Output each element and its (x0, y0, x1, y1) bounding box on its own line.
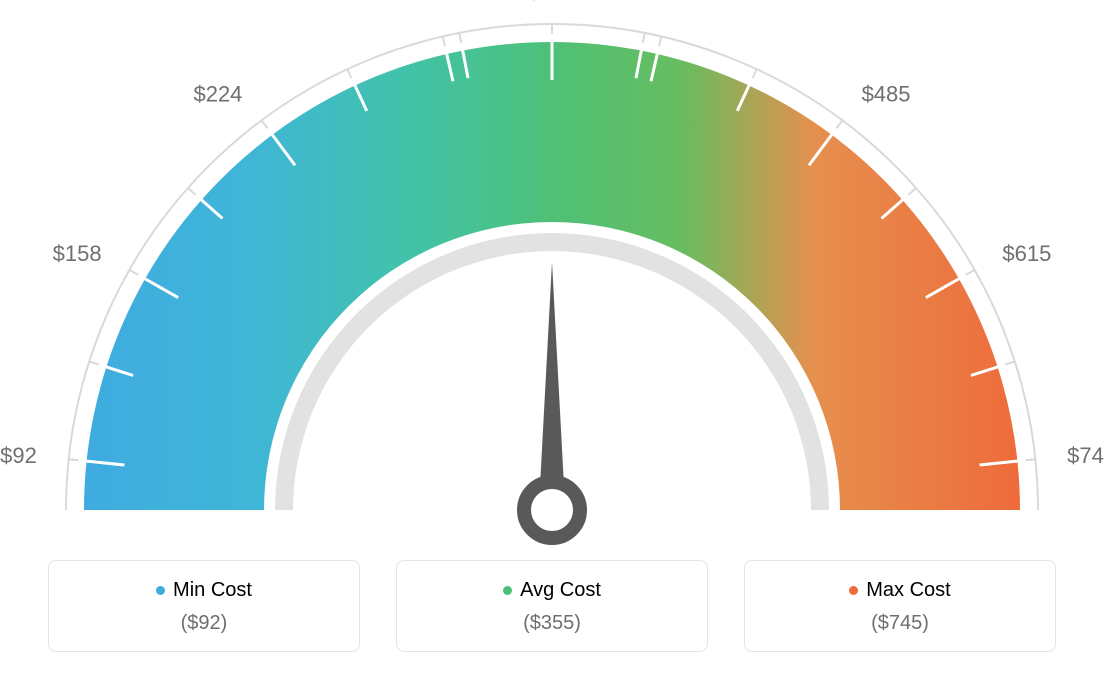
legend-label: Avg Cost (520, 579, 601, 601)
svg-text:$355: $355 (528, 0, 577, 4)
legend-title-avg: Avg Cost (409, 579, 695, 602)
dot-icon (156, 586, 165, 595)
dot-icon (849, 586, 858, 595)
svg-text:$158: $158 (53, 241, 102, 266)
legend-card-max: Max Cost ($745) (744, 560, 1056, 652)
svg-text:$615: $615 (1002, 241, 1051, 266)
legend-value-min: ($92) (61, 612, 347, 635)
legend-value-avg: ($355) (409, 612, 695, 635)
svg-text:$224: $224 (193, 82, 242, 107)
svg-text:$485: $485 (862, 82, 911, 107)
legend-label: Min Cost (173, 579, 252, 601)
svg-text:$92: $92 (0, 443, 37, 468)
dot-icon (503, 586, 512, 595)
legend-title-max: Max Cost (757, 579, 1043, 602)
legend-label: Max Cost (866, 579, 950, 601)
legend-row: Min Cost ($92) Avg Cost ($355) Max Cost … (0, 560, 1104, 652)
legend-value-max: ($745) (757, 612, 1043, 635)
legend-card-avg: Avg Cost ($355) (396, 560, 708, 652)
legend-card-min: Min Cost ($92) (48, 560, 360, 652)
gauge-svg: $92 $158 $224 $355 $485 $615 $745 (0, 0, 1104, 560)
legend-title-min: Min Cost (61, 579, 347, 602)
svg-text:$745: $745 (1067, 443, 1104, 468)
cost-gauge: $92 $158 $224 $355 $485 $615 $745 (0, 0, 1104, 560)
